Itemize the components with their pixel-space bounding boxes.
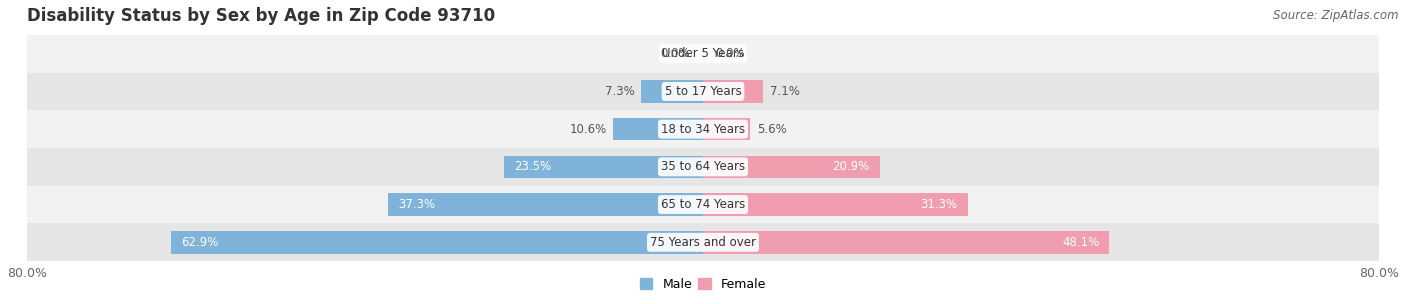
Bar [27, 110, 1379, 148]
Bar [27, 73, 1379, 110]
Bar [27, 186, 1379, 223]
Text: Source: ZipAtlas.com: Source: ZipAtlas.com [1274, 9, 1399, 22]
Bar [388, 193, 703, 216]
Bar [703, 156, 880, 178]
Text: 65 to 74 Years: 65 to 74 Years [661, 198, 745, 211]
Text: 75 Years and over: 75 Years and over [650, 236, 756, 249]
Text: 35 to 64 Years: 35 to 64 Years [661, 161, 745, 173]
Text: Disability Status by Sex by Age in Zip Code 93710: Disability Status by Sex by Age in Zip C… [27, 7, 495, 25]
Bar [27, 35, 1379, 73]
Text: 5.6%: 5.6% [756, 123, 787, 136]
Bar [703, 193, 967, 216]
Bar [27, 148, 1379, 186]
Text: 62.9%: 62.9% [181, 236, 219, 249]
Bar [703, 231, 1109, 254]
Text: 7.3%: 7.3% [605, 85, 634, 98]
Bar [703, 118, 751, 140]
Legend: Male, Female: Male, Female [636, 273, 770, 296]
Text: 31.3%: 31.3% [921, 198, 957, 211]
Bar [172, 231, 703, 254]
Text: 0.0%: 0.0% [716, 47, 745, 60]
Text: 5 to 17 Years: 5 to 17 Years [665, 85, 741, 98]
Text: 37.3%: 37.3% [398, 198, 434, 211]
Bar [641, 80, 703, 103]
Bar [27, 223, 1379, 261]
Text: 48.1%: 48.1% [1062, 236, 1099, 249]
Text: 0.0%: 0.0% [661, 47, 690, 60]
Bar [505, 156, 703, 178]
Bar [613, 118, 703, 140]
Text: Under 5 Years: Under 5 Years [662, 47, 744, 60]
Text: 23.5%: 23.5% [515, 161, 551, 173]
Text: 10.6%: 10.6% [569, 123, 606, 136]
Text: 7.1%: 7.1% [769, 85, 800, 98]
Text: 20.9%: 20.9% [832, 161, 869, 173]
Text: 18 to 34 Years: 18 to 34 Years [661, 123, 745, 136]
Bar [703, 80, 763, 103]
